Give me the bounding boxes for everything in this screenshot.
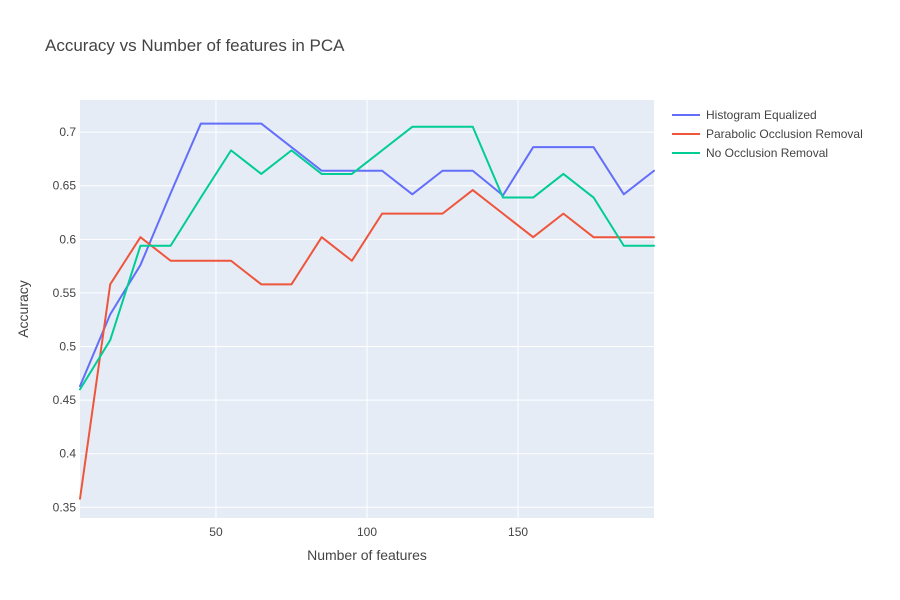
x-tick-label: 50 bbox=[209, 525, 223, 539]
y-tick-labels: 0.35 0.4 0.45 0.5 0.55 0.6 0.65 0.7 bbox=[53, 125, 77, 514]
legend[interactable]: Histogram Equalized Parabolic Occlusion R… bbox=[672, 108, 863, 160]
y-tick-label: 0.7 bbox=[59, 125, 76, 139]
y-tick-label: 0.4 bbox=[59, 447, 76, 461]
x-tick-labels: 50 100 150 bbox=[209, 525, 528, 539]
x-tick-label: 100 bbox=[357, 525, 377, 539]
legend-item-2[interactable]: Parabolic Occlusion Removal bbox=[672, 127, 863, 141]
y-tick-label: 0.5 bbox=[59, 340, 76, 354]
legend-label: No Occlusion Removal bbox=[706, 146, 828, 160]
y-tick-label: 0.45 bbox=[53, 393, 77, 407]
legend-label: Histogram Equalized bbox=[706, 108, 817, 122]
series-lines bbox=[79, 122, 655, 500]
series-line-2 bbox=[79, 189, 655, 500]
x-tick-label: 150 bbox=[508, 525, 528, 539]
series-line-1 bbox=[79, 122, 655, 388]
y-tick-label: 0.6 bbox=[59, 232, 76, 246]
legend-label: Parabolic Occlusion Removal bbox=[706, 127, 863, 141]
series-line-3 bbox=[79, 125, 655, 391]
y-tick-label: 0.55 bbox=[53, 286, 77, 300]
y-tick-label: 0.35 bbox=[53, 500, 77, 514]
legend-item-1[interactable]: Histogram Equalized bbox=[672, 108, 817, 122]
y-axis-title: Accuracy bbox=[15, 280, 31, 338]
grid bbox=[80, 100, 654, 518]
y-tick-label: 0.65 bbox=[53, 179, 77, 193]
legend-item-3[interactable]: No Occlusion Removal bbox=[672, 146, 828, 160]
x-axis-title: Number of features bbox=[307, 547, 427, 563]
chart-title: Accuracy vs Number of features in PCA bbox=[45, 36, 345, 55]
